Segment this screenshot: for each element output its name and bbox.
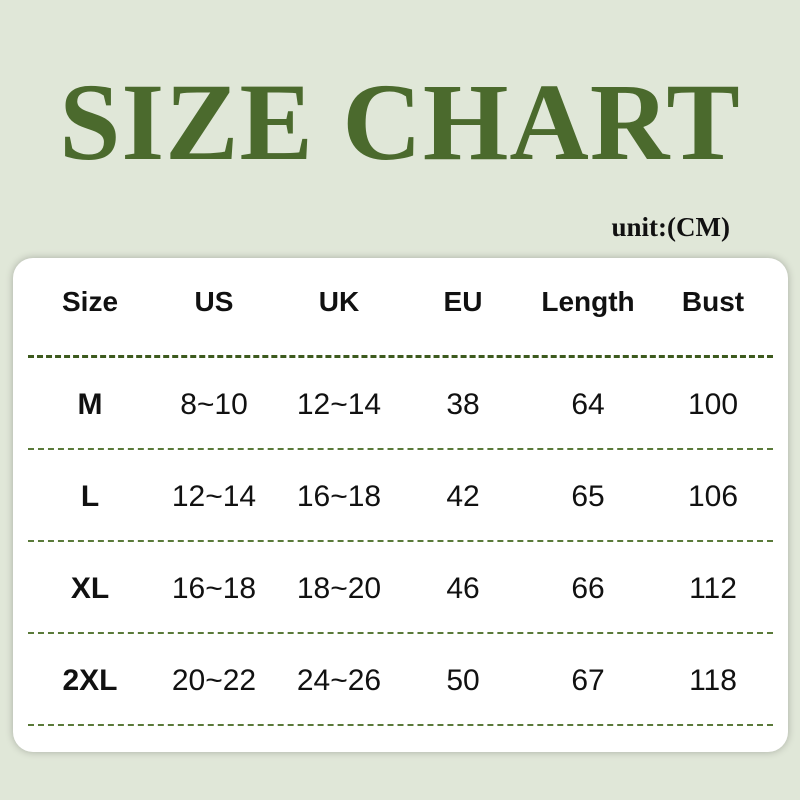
table-cell: 50 [446, 664, 480, 697]
table-cell: 112 [689, 572, 737, 605]
table-row: M 8~10 12~14 38 64 100 [13, 375, 788, 435]
table-cell: 38 [446, 388, 480, 421]
table-cell: 24~26 [296, 664, 382, 697]
table-cell: XL [70, 572, 110, 605]
table-cell: 8~10 [180, 388, 248, 421]
divider [28, 724, 773, 726]
unit-label: unit:(CM) [611, 212, 730, 242]
divider [28, 448, 773, 450]
column-header: EU [443, 286, 483, 317]
table-cell: M [77, 388, 103, 421]
divider [28, 632, 773, 634]
table-cell: 65 [571, 480, 605, 513]
size-table: Size US UK EU Length Bust M 8~10 12~14 38 64 100 L 12… [13, 258, 788, 752]
table-row: 2XL 20~22 24~26 50 67 118 [13, 651, 788, 711]
divider [28, 355, 773, 358]
table-cell: 67 [571, 664, 605, 697]
table-cell: 118 [689, 664, 737, 697]
column-header: Length [541, 286, 635, 317]
table-cell: 64 [571, 388, 605, 421]
column-header: UK [318, 286, 360, 317]
header-row: Size US UK EU Length Bust [13, 272, 788, 332]
table-cell: 16~18 [171, 572, 257, 605]
table-cell: 12~14 [171, 480, 257, 513]
table-cell: 16~18 [296, 480, 382, 513]
table-cell: 100 [687, 388, 739, 421]
page-title: SIZE CHART [59, 61, 741, 183]
table-cell: 42 [446, 480, 480, 513]
table-cell: 106 [687, 480, 739, 513]
table-cell: 12~14 [296, 388, 382, 421]
column-header: US [194, 286, 234, 317]
table-cell: 66 [571, 572, 605, 605]
table-cell: 20~22 [171, 664, 257, 697]
table-row: XL 16~18 18~20 46 66 112 [13, 559, 788, 619]
table-row: L 12~14 16~18 42 65 106 [13, 467, 788, 527]
table-cell: 46 [446, 572, 480, 605]
table-cell: L [80, 480, 100, 513]
table-cell: 2XL [62, 664, 118, 697]
column-header: Size [61, 286, 119, 317]
table-cell: 18~20 [296, 572, 382, 605]
divider [28, 540, 773, 542]
column-header: Bust [681, 286, 745, 317]
